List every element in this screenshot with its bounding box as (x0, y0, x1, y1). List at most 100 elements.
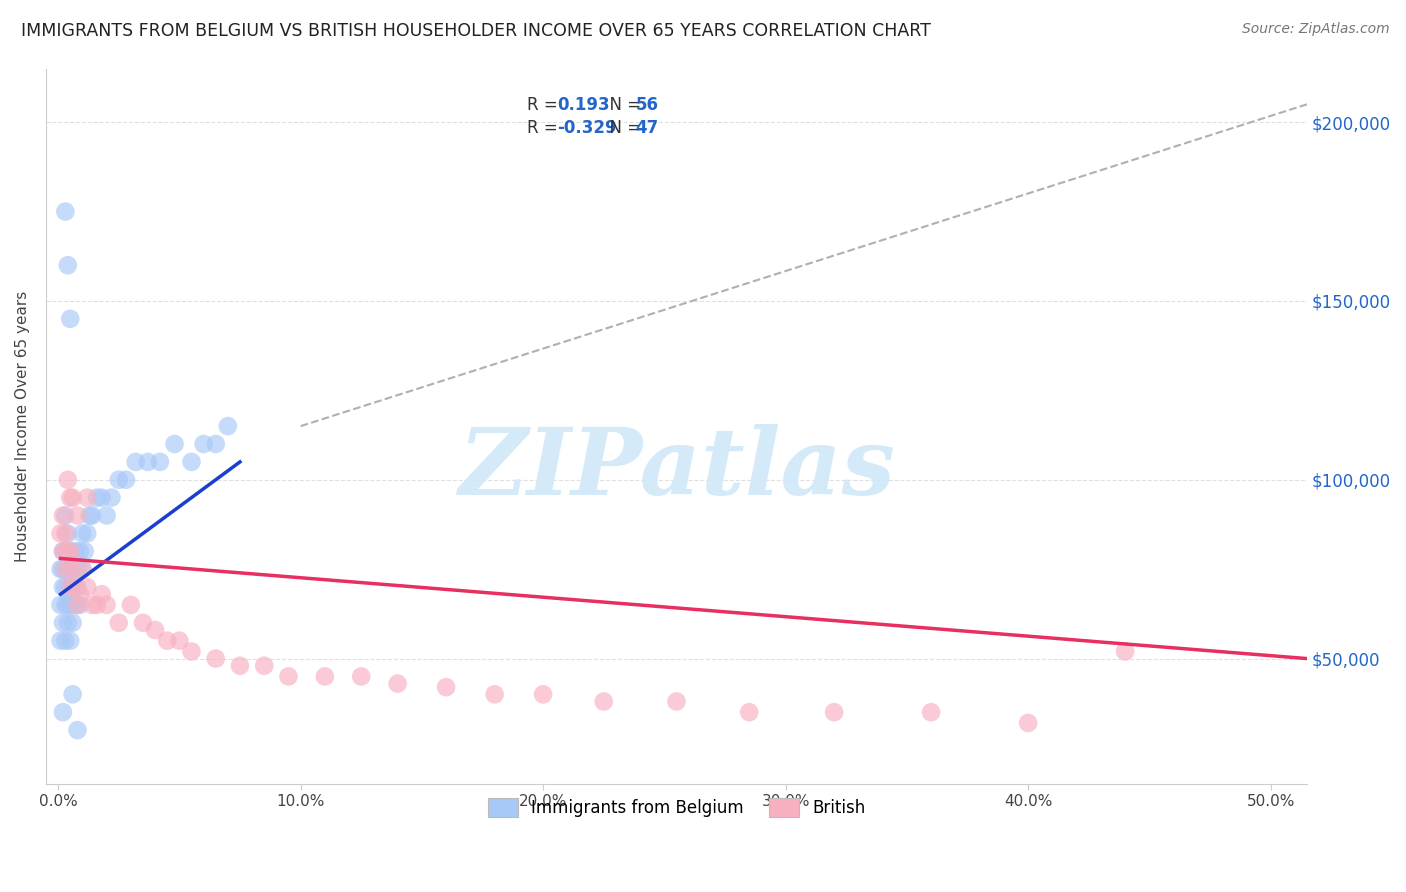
Point (63, 580, 86, 594)
Point (76, 580, 98, 594)
Point (823, 705, 845, 719)
Point (66, 723, 89, 737)
Point (66, 598, 89, 612)
Point (69, 598, 91, 612)
Text: N =: N = (599, 96, 647, 114)
Point (53, 562, 76, 576)
Point (920, 705, 942, 719)
Point (49, 633, 72, 648)
Point (49, 598, 72, 612)
Text: N =: N = (599, 119, 647, 136)
Point (52, 562, 75, 576)
Point (66, 508, 89, 523)
Point (169, 633, 191, 648)
Point (76, 491, 98, 505)
Point (149, 455, 172, 469)
Text: IMMIGRANTS FROM BELGIUM VS BRITISH HOUSEHOLDER INCOME OVER 65 YEARS CORRELATION : IMMIGRANTS FROM BELGIUM VS BRITISH HOUSE… (21, 22, 931, 40)
Point (90, 491, 112, 505)
Point (107, 615, 129, 630)
Point (63, 598, 86, 612)
Point (73, 544, 96, 558)
Point (1114, 644, 1136, 658)
Point (253, 658, 276, 673)
Point (96, 508, 118, 523)
Point (56, 562, 79, 576)
Point (180, 455, 202, 469)
Point (53, 204, 76, 219)
Point (86, 598, 108, 612)
Text: R =: R = (527, 119, 564, 136)
Point (59, 633, 82, 648)
Text: 0.193: 0.193 (557, 96, 609, 114)
Point (66, 562, 89, 576)
Point (136, 455, 159, 469)
Point (277, 669, 299, 683)
Point (59, 491, 82, 505)
Point (69, 587, 91, 601)
Point (63, 544, 86, 558)
Point (59, 544, 82, 558)
Text: ZIPatlas: ZIPatlas (458, 424, 896, 514)
Point (180, 644, 202, 658)
Point (59, 311, 82, 326)
Point (738, 705, 761, 719)
Point (53, 508, 76, 523)
Point (53, 544, 76, 558)
Point (80, 598, 103, 612)
Point (59, 598, 82, 612)
Point (59, 544, 82, 558)
Point (217, 419, 239, 434)
Point (63, 580, 86, 594)
Text: R =: R = (527, 96, 564, 114)
Point (62, 491, 84, 505)
Point (49, 526, 72, 541)
Point (72, 562, 94, 576)
Legend: Immigrants from Belgium, British: Immigrants from Belgium, British (479, 789, 873, 825)
Point (96, 598, 118, 612)
Point (125, 455, 148, 469)
Point (79, 508, 101, 523)
Point (1017, 715, 1039, 730)
Point (132, 615, 155, 630)
Point (665, 694, 688, 708)
Point (52, 508, 75, 523)
Point (143, 623, 166, 637)
Point (66, 580, 89, 594)
Point (52, 544, 75, 558)
Point (72, 526, 94, 541)
Point (52, 580, 75, 594)
Point (56, 544, 79, 558)
Point (90, 587, 112, 601)
Text: Source: ZipAtlas.com: Source: ZipAtlas.com (1241, 22, 1389, 37)
Text: -0.329: -0.329 (557, 119, 616, 136)
Point (72, 562, 94, 576)
Point (59, 580, 82, 594)
Point (120, 598, 142, 612)
Point (163, 437, 186, 451)
Text: 47: 47 (636, 119, 659, 136)
Point (229, 658, 252, 673)
Point (52, 705, 75, 719)
Point (531, 687, 554, 701)
Point (62, 615, 84, 630)
Point (484, 687, 506, 701)
Point (56, 473, 79, 487)
Point (59, 580, 82, 594)
Point (53, 580, 76, 594)
Point (53, 633, 76, 648)
Point (107, 473, 129, 487)
Point (80, 508, 103, 523)
Point (434, 680, 457, 694)
Point (62, 562, 84, 576)
Point (53, 598, 76, 612)
Point (62, 687, 84, 701)
Point (56, 598, 79, 612)
Point (193, 437, 215, 451)
Point (52, 615, 75, 630)
Text: 56: 56 (636, 96, 658, 114)
Point (56, 258, 79, 272)
Point (204, 651, 226, 665)
Point (56, 526, 79, 541)
Point (69, 544, 91, 558)
Point (156, 633, 179, 648)
